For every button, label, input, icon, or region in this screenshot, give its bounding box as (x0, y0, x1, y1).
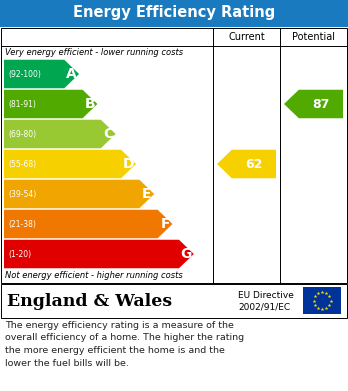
Text: (39-54): (39-54) (8, 190, 36, 199)
Polygon shape (4, 210, 173, 238)
Bar (1, 284, 347, 318)
Text: 87: 87 (312, 97, 330, 111)
Text: Very energy efficient - lower running costs: Very energy efficient - lower running co… (5, 48, 183, 57)
Polygon shape (284, 90, 343, 118)
Text: G: G (181, 247, 192, 261)
Text: (92-100): (92-100) (8, 70, 41, 79)
Bar (303, 287, 341, 314)
Polygon shape (4, 180, 154, 208)
Bar (0, 0, 348, 27)
Text: (55-68): (55-68) (8, 160, 36, 169)
Text: B: B (85, 97, 95, 111)
Text: A: A (66, 67, 77, 81)
Text: Current: Current (228, 32, 265, 41)
Polygon shape (4, 240, 194, 268)
Text: Not energy efficient - higher running costs: Not energy efficient - higher running co… (5, 271, 183, 280)
Polygon shape (4, 60, 79, 88)
Text: C: C (103, 127, 113, 141)
Bar (0, 283, 348, 319)
Text: Energy Efficiency Rating: Energy Efficiency Rating (73, 5, 275, 20)
Text: 2002/91/EC: 2002/91/EC (238, 303, 290, 312)
Text: D: D (123, 157, 134, 171)
Text: (81-91): (81-91) (8, 99, 36, 108)
Text: Potential: Potential (292, 32, 335, 41)
Polygon shape (4, 150, 136, 178)
Text: 62: 62 (245, 158, 263, 170)
Polygon shape (4, 120, 116, 148)
Text: The energy efficiency rating is a measure of the
overall efficiency of a home. T: The energy efficiency rating is a measur… (5, 321, 244, 368)
Text: E: E (142, 187, 152, 201)
Text: EU Directive: EU Directive (238, 291, 294, 300)
Polygon shape (4, 90, 97, 118)
Text: (1-20): (1-20) (8, 249, 31, 258)
Text: England & Wales: England & Wales (7, 292, 172, 310)
Polygon shape (217, 150, 276, 178)
Text: F: F (160, 217, 170, 231)
Text: (21-38): (21-38) (8, 219, 36, 228)
Bar (1, 28, 347, 283)
Text: (69-80): (69-80) (8, 129, 36, 138)
